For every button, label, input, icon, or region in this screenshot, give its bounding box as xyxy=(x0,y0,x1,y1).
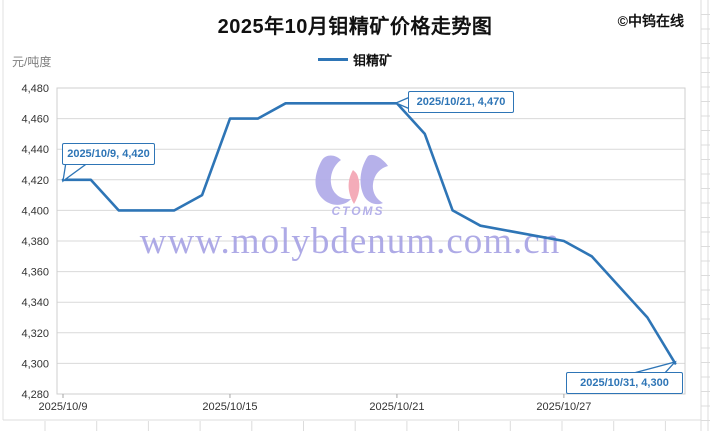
y-tick-label: 4,400 xyxy=(21,205,49,217)
logo-right-flame xyxy=(360,154,388,205)
x-tick-label: 2025/10/21 xyxy=(369,401,424,413)
callout-peak-point: 2025/10/21, 4,470 xyxy=(408,91,514,113)
logo-wordmark: CTOMS xyxy=(331,204,385,218)
logo-pink-flame xyxy=(348,170,360,204)
y-tick-label: 4,440 xyxy=(21,144,49,156)
y-tick-label: 4,300 xyxy=(21,358,49,370)
y-tick-label: 4,460 xyxy=(21,114,49,126)
y-axis-unit-label: 元/吨度 xyxy=(12,55,52,69)
copyright-label: ©中钨在线 xyxy=(617,13,684,29)
x-tick-label: 2025/10/9 xyxy=(39,401,88,413)
chart-title: 2025年10月钼精矿价格走势图 xyxy=(217,16,493,38)
callout-start-point: 2025/10/9, 4,420 xyxy=(62,143,155,165)
y-tick-label: 4,360 xyxy=(21,267,49,279)
legend-series-label: 钼精矿 xyxy=(352,53,392,68)
legend-line-swatch xyxy=(317,58,348,61)
y-tick-label: 4,340 xyxy=(21,297,49,309)
ctoms-logo-icon xyxy=(315,154,388,205)
legend: 钼精矿 xyxy=(0,50,710,69)
y-tick-label: 4,480 xyxy=(21,83,49,95)
y-tick-label: 4,280 xyxy=(21,389,49,401)
x-tick-label: 2025/10/15 xyxy=(202,401,257,413)
watermark-url: www.molybdenum.com.cn xyxy=(139,221,561,262)
logo-left-flame xyxy=(315,155,351,205)
y-tick-label: 4,320 xyxy=(21,328,49,340)
x-tick-label: 2025/10/27 xyxy=(536,401,591,413)
y-tick-label: 4,420 xyxy=(21,175,49,187)
callout-end-point: 2025/10/31, 4,300 xyxy=(566,372,683,394)
